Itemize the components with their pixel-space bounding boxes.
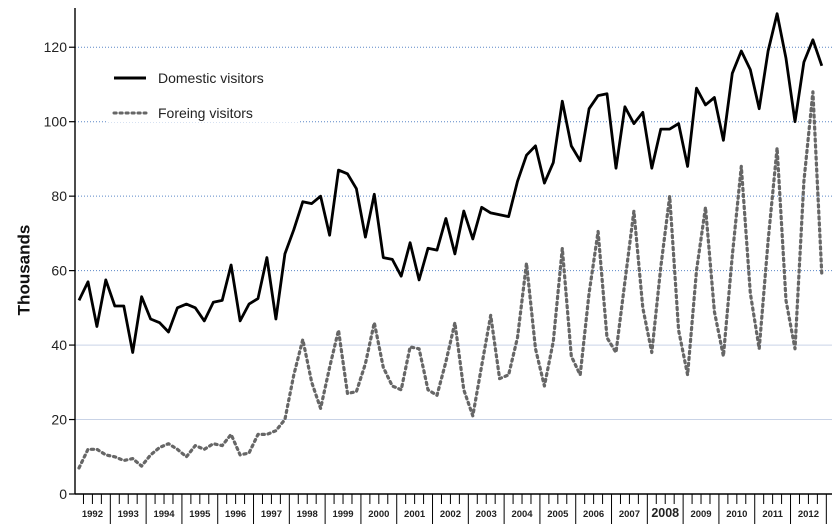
x-tick-label: 2010 [726,509,747,520]
x-tick-label: 1994 [153,509,175,520]
x-tick-label: 2003 [476,509,497,520]
x-tick-label: 2012 [798,509,819,520]
x-tick-label: 2005 [547,509,569,520]
x-tick-label: 2007 [619,509,640,520]
x-tick-label: 1999 [332,509,353,520]
x-tick-label: 2001 [404,509,426,520]
x-tick-label: 2004 [511,509,533,520]
x-tick-label: 2006 [583,509,604,520]
y-tick-label: 80 [51,188,67,204]
y-tick-label: 100 [44,114,68,130]
y-tick-label: 40 [51,337,67,353]
x-tick-label: 2011 [762,509,783,520]
legend-label-domestic: Domestic visitors [158,70,264,86]
y-axis-ticks: 0 20 40 60 80 100 120 [44,39,75,502]
x-tick-label: 1996 [225,509,246,520]
y-axis-label: Thousands [15,225,34,316]
x-tick-label: 2000 [368,509,389,520]
series-lines [77,12,824,470]
y-tick-label: 60 [51,263,67,279]
x-tick-label: 1995 [189,509,211,520]
series-line-domestic [77,12,824,354]
y-tick-label: 20 [51,412,67,428]
x-tick-label: 2008 [651,506,679,520]
x-tick-label: 1998 [297,509,318,520]
legend-label-foreign: Foreing visitors [158,105,253,121]
y-tick-label: 0 [59,486,67,502]
axes [74,8,832,495]
x-tick-label: 2009 [690,509,711,520]
x-tick-label: 2002 [440,509,461,520]
x-axis-ticks: 1992 1993 1994 1995 1996 1997 1998 1999 2000 2001… [82,494,827,524]
legend: Domestic visitors Foreing visitors [108,60,298,122]
x-tick-label: 1997 [261,509,282,520]
x-tick-label: 1992 [82,509,103,520]
series-line-foreign [77,90,824,470]
x-tick-label: 1993 [118,509,139,520]
y-tick-label: 120 [44,39,68,55]
